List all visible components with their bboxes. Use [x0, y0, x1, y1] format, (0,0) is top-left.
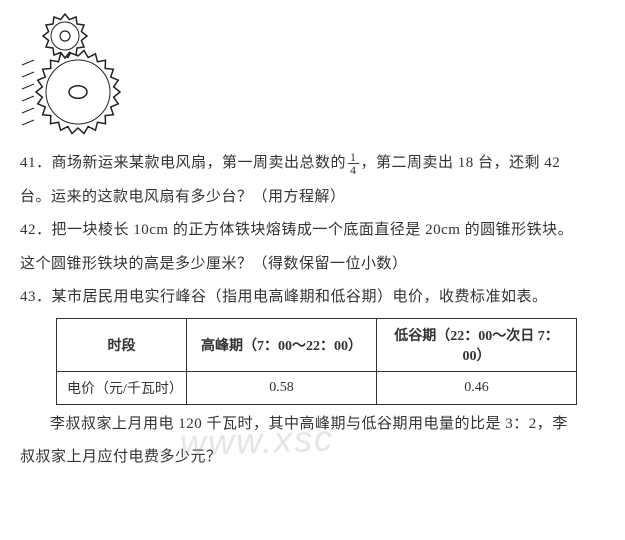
valley-price: 0.46: [377, 371, 577, 404]
fraction-icon: 14: [348, 151, 359, 176]
problem-text: 把一块棱长 10cm 的正方体铁块熔铸成一个底面直径是 20cm 的圆锥形铁块。: [52, 222, 574, 238]
problem-42: 42．把一块棱长 10cm 的正方体铁块熔铸成一个底面直径是 20cm 的圆锥形…: [20, 215, 605, 247]
header-period: 时段: [57, 318, 187, 371]
table-row: 时段 高峰期（7：00～22：00） 低谷期（22：00～次日 7： 00）: [57, 318, 577, 371]
problem-42-line2: 这个圆锥形铁块的高是多少厘米？（得数保留一位小数）: [20, 249, 605, 281]
problem-41: 41．商场新运来某款电风扇，第一周卖出总数的14，第二周卖出 18 台，还剩 4…: [20, 148, 605, 180]
problem-41-line2: 台。运来的这款电风扇有多少台？（用方程解）: [20, 182, 605, 214]
header-valley: 低谷期（22：00～次日 7： 00）: [377, 318, 577, 371]
problem-text: 某市居民用电实行峰谷（指用电高峰期和低谷期）电价，收费标准如表。: [52, 289, 548, 305]
problem-43: 43．某市居民用电实行峰谷（指用电高峰期和低谷期）电价，收费标准如表。: [20, 282, 605, 314]
problem-number: 43．: [20, 289, 52, 305]
gear-illustration: [20, 10, 130, 140]
header-peak: 高峰期（7：00～22：00）: [187, 318, 377, 371]
problem-43-tail2: 叔叔家上月应付电费多少元？: [20, 442, 605, 474]
problem-number: 42．: [20, 222, 52, 238]
price-table: 时段 高峰期（7：00～22：00） 低谷期（22：00～次日 7： 00） 电…: [56, 318, 577, 405]
table-row: 电价（元/千瓦时） 0.58 0.46: [57, 371, 577, 404]
problem-text: 商场新运来某款电风扇，第一周卖出总数的: [52, 155, 347, 171]
problem-43-tail1: 李叔叔家上月用电 120 千瓦时，其中高峰期与低谷期用电量的比是 3：2，李: [20, 409, 605, 441]
peak-price: 0.58: [187, 371, 377, 404]
problem-text: ，第二周卖出 18 台，还剩 42: [361, 155, 561, 171]
problem-number: 41．: [20, 155, 52, 171]
row-label: 电价（元/千瓦时）: [57, 371, 187, 404]
